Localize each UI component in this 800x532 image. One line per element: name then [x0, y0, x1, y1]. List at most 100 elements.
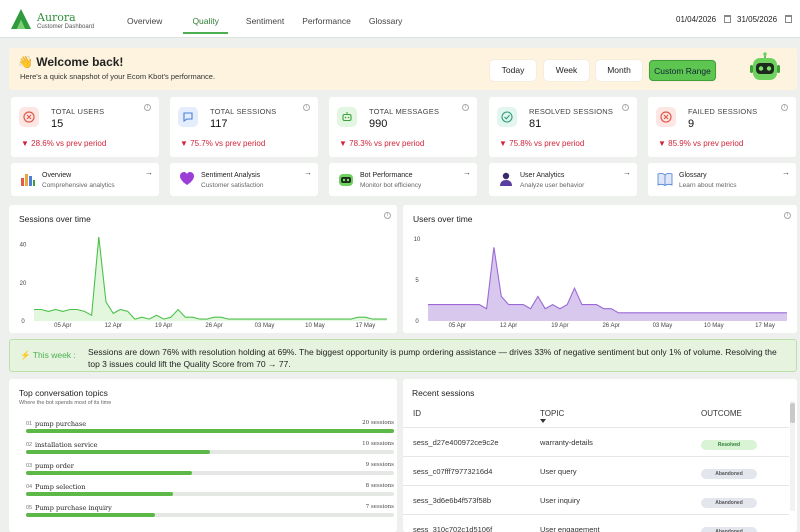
topic-row: 05 Pump purchase inquiry 7 sessions: [26, 504, 394, 525]
session-id: sess_310c702c1d5106f: [413, 525, 493, 532]
stat-card-total-sessions: TOTAL SESSIONS 117 ▼ 75.7% vs prev perio…: [170, 97, 318, 157]
welcome-title: 👋 Welcome back!: [18, 55, 124, 69]
link-title: User Analytics: [520, 172, 565, 179]
column-header-outcome[interactable]: OUTCOME: [701, 409, 742, 418]
topic-rank: 03: [26, 463, 33, 469]
topics-subtitle: Where the bot spends most of its time: [19, 400, 112, 406]
stat-value: 117: [210, 118, 228, 130]
series-line: [428, 247, 787, 314]
session-row[interactable]: sess_c07fff79773216d4 User query Abandoned: [403, 456, 789, 486]
topic-name: pump order: [35, 462, 74, 470]
calendar-icon[interactable]: [724, 15, 731, 23]
info-icon[interactable]: i: [303, 104, 310, 111]
sort-down-icon[interactable]: [540, 419, 546, 423]
y-tick-label: 10: [414, 237, 421, 243]
topic-bar-fill: [26, 513, 155, 517]
link-card-user-analytics[interactable]: User Analytics Analyze user behavior →: [489, 163, 637, 196]
session-row[interactable]: sess_310c702c1d5106f User engagement Aband…: [403, 514, 789, 532]
chart-title: Sessions over time: [19, 214, 91, 224]
nav-quality[interactable]: Quality: [183, 0, 228, 34]
stat-label: FAILED SESSIONS: [688, 107, 758, 116]
info-icon[interactable]: i: [384, 212, 391, 219]
x-tick-label: 10 May: [305, 323, 325, 329]
main-nav: Overview Quality Sentiment Performance G…: [118, 0, 411, 38]
session-row[interactable]: sess_3d6e6b4f573f58b User inquiry Abandone…: [403, 485, 789, 515]
heart-icon: [180, 172, 194, 185]
month-button[interactable]: Month: [596, 60, 642, 81]
topic-rank: 05: [26, 505, 33, 511]
users-chart-card: Users over time i 0 5 10 05 Apr 12 Apr 19 Apr…: [403, 205, 797, 333]
info-icon[interactable]: i: [784, 212, 791, 219]
topic-count: 7 sessions: [365, 504, 394, 510]
link-title: Bot Performance: [360, 172, 413, 179]
x-tick-label: 05 Apr: [449, 323, 466, 329]
bar-chart-icon: [21, 174, 35, 186]
today-button[interactable]: Today: [490, 60, 536, 81]
session-topic: User query: [540, 467, 577, 476]
stat-card-total-users: TOTAL USERS 15 ▼ 28.6% vs prev period i: [11, 97, 159, 157]
outcome-badge: Resolved: [701, 440, 757, 450]
stat-delta: ▼ 85.9% vs prev period: [658, 139, 744, 148]
start-date-input[interactable]: 01/04/2026: [676, 15, 717, 24]
robot-mascot-icon: [750, 52, 780, 80]
topic-bar-track: [26, 450, 394, 454]
chat-icon: [178, 107, 198, 127]
info-icon[interactable]: i: [622, 104, 629, 111]
x-tick-label: 12 Apr: [105, 323, 122, 329]
link-card-bot-performance[interactable]: Bot Performance Monitor bot efficiency →: [329, 163, 477, 196]
topic-count: 10 sessions: [362, 441, 394, 447]
column-header-topic[interactable]: TOPIC: [540, 409, 565, 418]
topic-row: 01 pump purchase 20 sessions: [26, 420, 394, 441]
week-button[interactable]: Week: [544, 60, 589, 81]
top-bar: Aurora Customer Dashboard Overview Quali…: [0, 0, 800, 38]
topic-name: Pump selection: [35, 483, 86, 491]
nav-glossary[interactable]: Glossary: [368, 16, 403, 26]
weekly-insight-banner: ⚡ This week : Sessions are down 76% with…: [9, 339, 797, 372]
link-card-overview[interactable]: Overview Comprehensive analytics →: [11, 163, 159, 196]
topics-title: Top conversation topics: [19, 388, 108, 398]
end-date-input[interactable]: 31/05/2026: [737, 15, 778, 24]
nav-sentiment[interactable]: Sentiment: [245, 16, 285, 26]
x-tick-label: 10 May: [704, 323, 724, 329]
robot-icon: [337, 107, 357, 127]
info-icon[interactable]: i: [462, 104, 469, 111]
link-card-sentiment-analysis[interactable]: Sentiment Analysis Customer satisfaction…: [170, 163, 318, 196]
recent-sessions-card: Recent sessions ID TOPIC OUTCOME sess_d2…: [403, 379, 797, 532]
insight-text: Sessions are down 76% with resolution ho…: [88, 347, 777, 369]
session-topic: warranty-details: [540, 438, 593, 447]
nav-performance[interactable]: Performance: [302, 16, 351, 26]
info-icon[interactable]: i: [144, 104, 151, 111]
series-area: [428, 247, 787, 321]
x-tick-label: 12 Apr: [500, 323, 517, 329]
stat-card-total-messages: TOTAL MESSAGES 990 ▼ 78.3% vs prev perio…: [329, 97, 477, 157]
info-icon[interactable]: i: [781, 104, 788, 111]
top-topics-card: Top conversation topics Where the bot sp…: [9, 379, 397, 532]
sessions-over-time-chart: 0 20 40 05 Apr 12 Apr 19 Apr 26 Apr 03 May 10 Ma…: [20, 236, 387, 329]
topic-count: 9 sessions: [365, 462, 394, 468]
link-card-glossary[interactable]: Glossary Learn about metrics →: [648, 163, 796, 196]
y-tick-label: 20: [20, 281, 27, 287]
welcome-subtitle: Here's a quick snapshot of your Ecom Kbo…: [20, 72, 216, 81]
custom-range-button[interactable]: Custom Range: [649, 60, 716, 81]
insight-label: ⚡ This week :: [20, 350, 76, 360]
nav-overview[interactable]: Overview: [127, 16, 163, 26]
stat-value: 9: [688, 118, 695, 130]
x-tick-label: 19 Apr: [155, 323, 172, 329]
scrollbar[interactable]: [790, 401, 795, 511]
y-tick-label: 0: [415, 319, 419, 325]
column-header-id[interactable]: ID: [413, 409, 421, 418]
outcome-badge: Abandoned: [701, 527, 757, 532]
session-row[interactable]: sess_d27e400972ce9c2e warranty-details Res…: [403, 427, 789, 457]
calendar-icon[interactable]: [785, 15, 792, 23]
topic-bar-track: [26, 471, 394, 475]
brand-subtitle: Customer Dashboard: [37, 24, 95, 30]
scrollbar-thumb[interactable]: [790, 403, 795, 423]
topic-bar-fill: [26, 471, 192, 475]
series-line: [34, 236, 387, 320]
sessions-chart-card: Sessions over time i 0 20 40 05 Apr 12 Apr 19…: [9, 205, 397, 333]
link-subtitle: Comprehensive analytics: [42, 182, 115, 189]
y-tick-label: 0: [21, 319, 25, 325]
topic-bar-track: [26, 492, 394, 496]
y-tick-label: 5: [415, 278, 419, 284]
x-tick-label: 03 May: [653, 323, 673, 329]
